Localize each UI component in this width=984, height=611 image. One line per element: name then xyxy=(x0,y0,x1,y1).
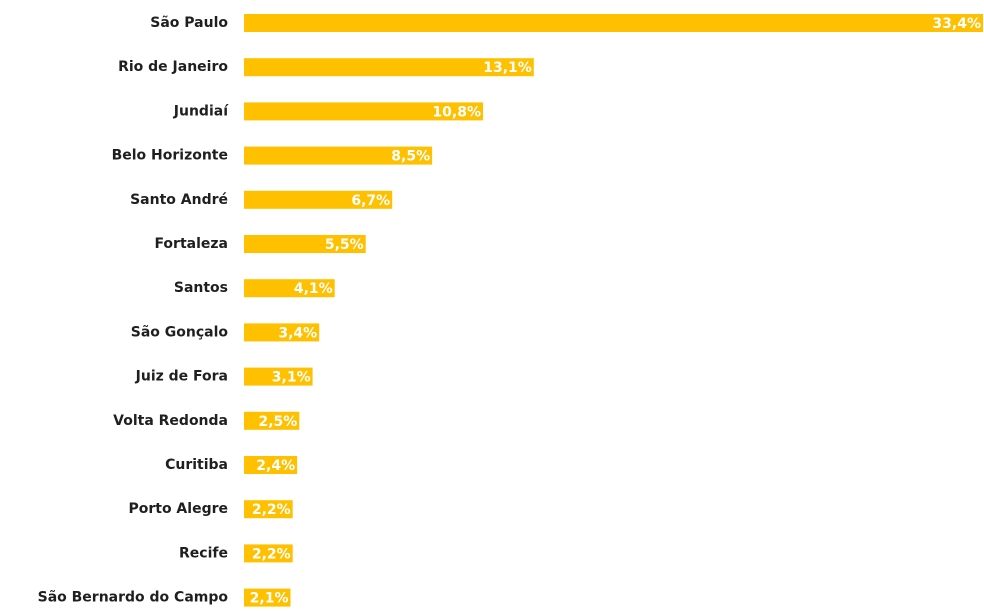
category-label: Curitiba xyxy=(165,457,228,473)
value-label: 8,5% xyxy=(391,149,430,165)
category-label: Volta Redonda xyxy=(113,413,228,429)
category-label: Jundiaí xyxy=(173,103,229,119)
value-label: 10,8% xyxy=(432,104,481,120)
bar-11 xyxy=(244,500,293,519)
bar-3 xyxy=(244,146,433,165)
value-label: 2,2% xyxy=(252,502,291,518)
value-label: 2,1% xyxy=(250,591,289,607)
bar-2 xyxy=(244,102,483,121)
bar-10 xyxy=(244,456,298,474)
category-label: Recife xyxy=(179,545,228,561)
value-label: 13,1% xyxy=(483,60,532,76)
value-label: 6,7% xyxy=(351,193,390,209)
bar-1 xyxy=(244,58,534,77)
bar-6 xyxy=(244,279,335,298)
category-label: São Gonçalo xyxy=(131,324,229,340)
category-label: São Paulo xyxy=(150,15,228,31)
value-label: 2,5% xyxy=(258,414,297,430)
category-label: Juiz de Fora xyxy=(135,369,228,385)
bar-0 xyxy=(244,14,983,32)
labels-layer: São Paulo 33,4% Rio de Janeiro 13,1% Jundiaí… xyxy=(38,15,981,607)
category-label: Rio de Janeiro xyxy=(118,59,228,75)
category-label: Porto Alegre xyxy=(128,501,228,517)
value-label: 4,1% xyxy=(294,281,333,297)
value-label: 33,4% xyxy=(932,16,981,32)
bar-7 xyxy=(244,323,320,342)
category-label: São Bernardo do Campo xyxy=(38,590,229,606)
value-label: 2,2% xyxy=(252,546,291,562)
value-label: 3,4% xyxy=(278,325,317,341)
category-label: Santos xyxy=(174,280,228,296)
bar-13 xyxy=(244,588,291,607)
bars-layer xyxy=(244,14,983,607)
category-label: Santo André xyxy=(130,192,228,208)
category-label: Belo Horizonte xyxy=(112,148,228,164)
value-label: 5,5% xyxy=(325,237,364,253)
bar-12 xyxy=(244,544,293,563)
bar-5 xyxy=(244,235,366,253)
bar-8 xyxy=(244,367,313,386)
category-label: Fortaleza xyxy=(154,236,228,252)
bar-9 xyxy=(244,411,300,430)
bar-4 xyxy=(244,190,393,209)
value-label: 3,1% xyxy=(272,370,311,386)
value-label: 2,4% xyxy=(256,458,295,474)
